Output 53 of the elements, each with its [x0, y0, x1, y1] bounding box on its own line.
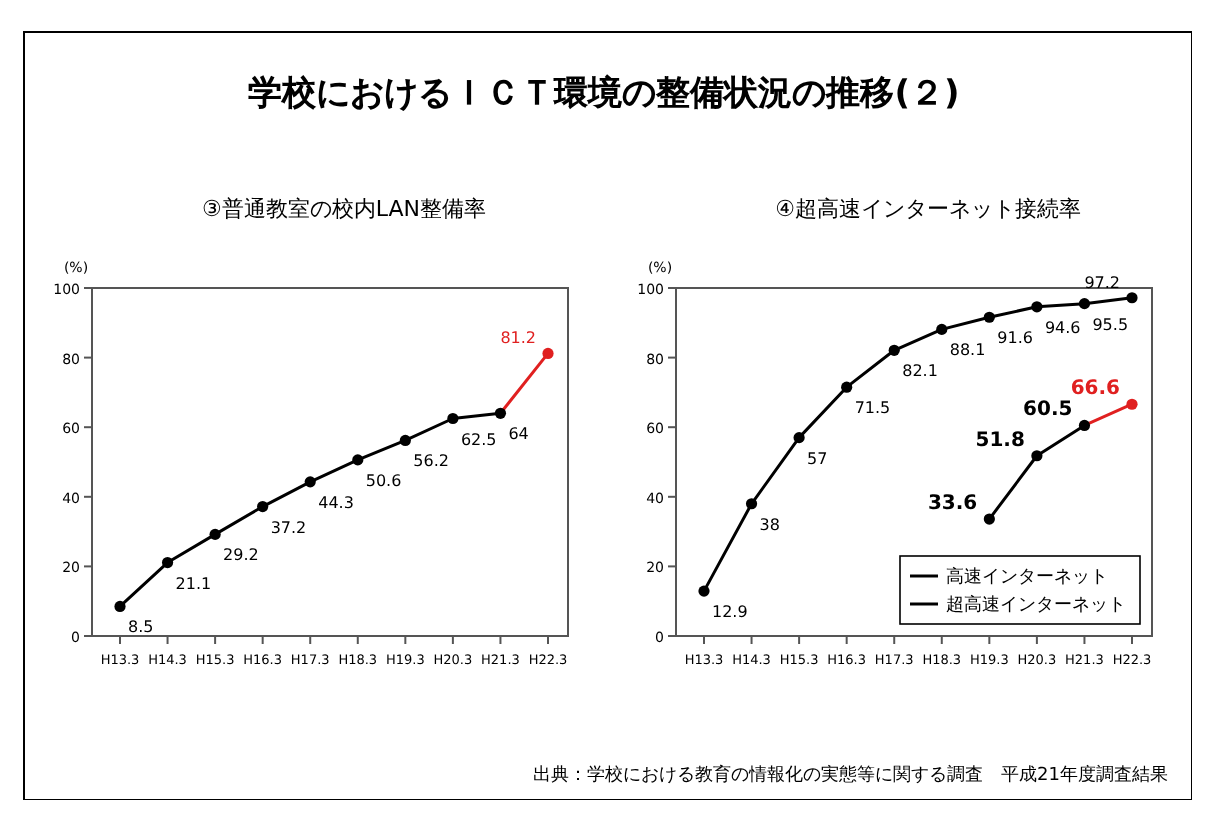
data-label: 64 — [508, 425, 529, 444]
data-label: 88.1 — [949, 341, 986, 360]
point — [257, 500, 269, 513]
data-label: 56.2 — [413, 452, 449, 471]
point — [698, 585, 710, 597]
point — [399, 434, 411, 447]
data-label: 62.5 — [460, 430, 497, 449]
data-label: 29.2 — [223, 546, 259, 565]
data-label: 66.6 — [1070, 378, 1121, 401]
point — [1031, 301, 1043, 313]
point — [304, 476, 316, 488]
point — [447, 412, 459, 425]
point — [161, 556, 174, 569]
data-label: 33.6 — [927, 493, 978, 516]
data-label: 57 — [807, 449, 828, 468]
data-label: 94.6 — [1044, 318, 1081, 337]
point — [352, 454, 364, 466]
data-label: 8.5 — [128, 618, 154, 637]
data-label: 38 — [759, 515, 780, 534]
point — [936, 323, 948, 336]
legend-label: 高速インターネット — [946, 566, 1108, 588]
point — [1078, 298, 1091, 310]
data-label: 71.5 — [854, 399, 891, 418]
data-label: 91.6 — [997, 329, 1033, 348]
chart-title: 学校におけるＩＣＴ環境の整備状況の推移(２) — [248, 74, 960, 114]
point — [1126, 398, 1138, 410]
data-label: 81.2 — [500, 329, 536, 348]
point — [1126, 292, 1138, 304]
data-label: 60.5 — [1023, 399, 1073, 422]
point — [1078, 419, 1091, 432]
point — [841, 381, 853, 393]
point — [114, 600, 126, 613]
data-label: 37.2 — [270, 518, 307, 537]
point — [209, 528, 221, 540]
data-label: 95.5 — [1092, 315, 1129, 334]
point — [983, 513, 995, 525]
point — [983, 311, 995, 323]
point — [745, 498, 758, 510]
point — [888, 344, 900, 356]
legend-label: 超高速インターネット — [946, 594, 1126, 616]
point — [1031, 450, 1043, 462]
point — [494, 407, 507, 419]
chart-subtitle: ③普通教室の校内LAN整備率 — [202, 196, 486, 222]
point — [793, 432, 805, 444]
data-label: 12.9 — [712, 603, 748, 622]
point — [542, 347, 554, 360]
source-note: 出典：学校における教育の情報化の実態等に関する調査 平成21年度調査結果 — [533, 764, 1168, 786]
data-label: 82.1 — [902, 362, 938, 381]
data-label: 44.3 — [318, 493, 354, 512]
chart-subtitle: ④超高速インターネット接続率 — [775, 196, 1081, 222]
data-label: 51.8 — [975, 429, 1025, 452]
data-label: 50.6 — [365, 471, 402, 490]
data-label: 21.1 — [175, 574, 212, 593]
